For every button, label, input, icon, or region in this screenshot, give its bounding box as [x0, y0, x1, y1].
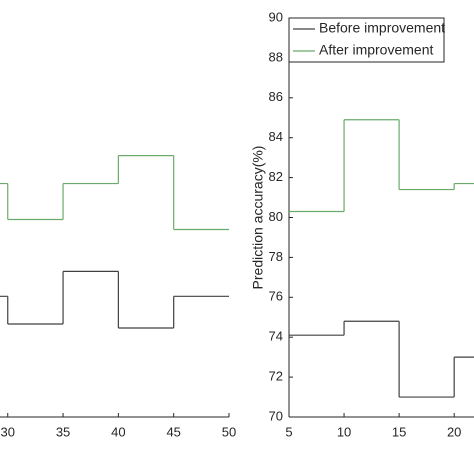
x-tick-label: 35 — [56, 424, 70, 439]
y-tick-label: 84 — [269, 129, 283, 144]
y-tick-label: 90 — [269, 9, 283, 24]
x-tick-label: 5 — [285, 424, 292, 439]
legend-label: Before improvement — [319, 20, 445, 36]
x-tick-label: 50 — [222, 424, 236, 439]
y-tick-label: 82 — [269, 169, 283, 184]
y-tick-label: 74 — [269, 329, 283, 344]
y-tick-label: 76 — [269, 289, 283, 304]
x-tick-label: 45 — [166, 424, 180, 439]
x-tick-label: 20 — [447, 424, 461, 439]
y-axis-label: Prediction accuracy(%) — [250, 146, 266, 290]
x-tick-label: 40 — [111, 424, 125, 439]
plot-area — [0, 155, 229, 329]
y-tick-label: 78 — [269, 249, 283, 264]
legend-box — [288, 17, 445, 63]
x-tick-label: 10 — [337, 424, 351, 439]
plot-area — [289, 119, 474, 398]
y-tick-label: 70 — [269, 408, 283, 423]
y-tick-label: 80 — [269, 209, 283, 224]
y-tick-label: 72 — [269, 369, 283, 384]
x-tick-label: 15 — [392, 424, 406, 439]
y-tick-label: 88 — [269, 49, 283, 64]
y-tick-label: 86 — [269, 89, 283, 104]
x-tick-label: 30 — [1, 424, 15, 439]
legend-label: After improvement — [319, 42, 433, 58]
